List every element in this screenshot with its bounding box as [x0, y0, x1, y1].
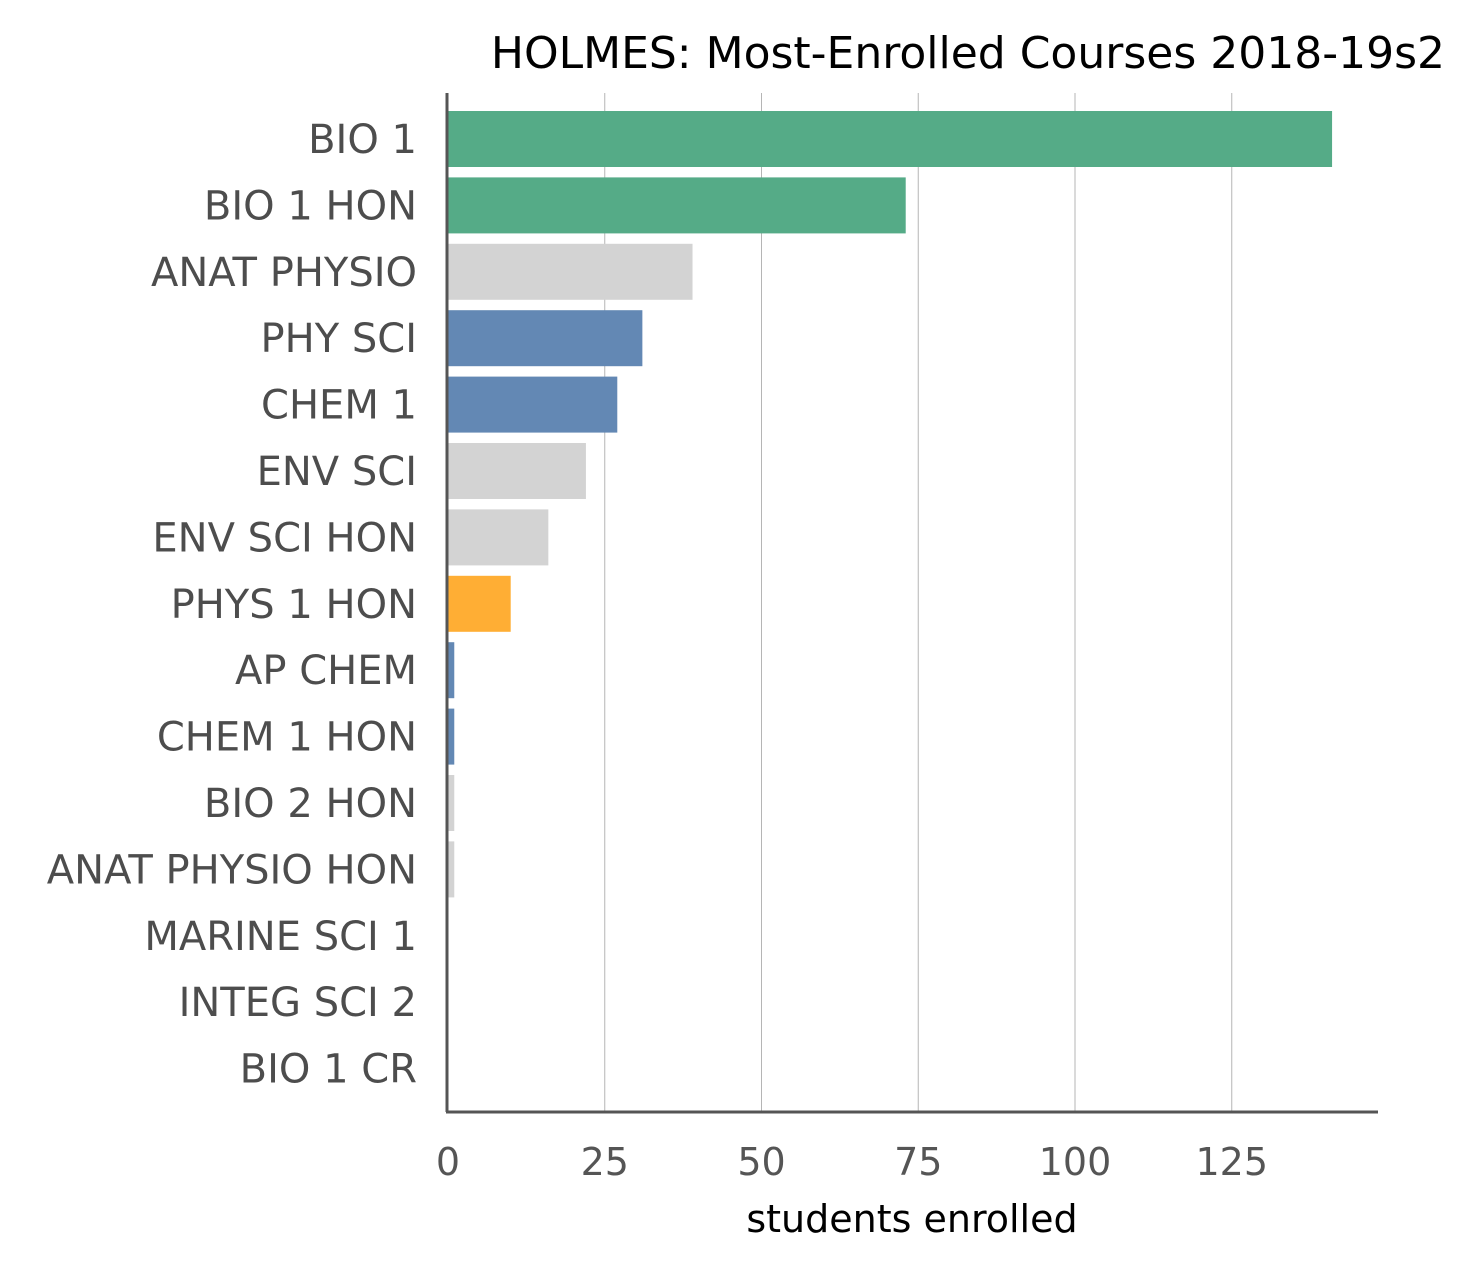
x-tick-label: 50 [737, 1140, 785, 1184]
bar-bio-1-hon [448, 177, 906, 234]
bar-anat-physio [448, 243, 693, 300]
bar-env-sci-hon [448, 509, 549, 566]
category-label: MARINE SCI 1 [144, 914, 417, 960]
bars [448, 111, 1333, 898]
bar-bio-1 [448, 111, 1333, 167]
category-label: BIO 1 [308, 117, 417, 163]
category-label: PHY SCI [261, 316, 417, 362]
x-tick-label: 75 [894, 1140, 942, 1184]
x-tick-label: 25 [581, 1140, 629, 1184]
category-label: INTEG SCI 2 [179, 980, 417, 1026]
category-labels: BIO 1 BIO 1 HON ANAT PHYSIO PHY SCI CHEM 1 EN… [47, 117, 417, 1093]
x-tick-label: 125 [1195, 1140, 1268, 1184]
category-label: CHEM 1 [261, 383, 417, 429]
bar-chem-1-hon [448, 708, 455, 765]
category-label: ENV SCI HON [152, 515, 417, 561]
category-label: PHYS 1 HON [171, 582, 417, 628]
bar-ap-chem [448, 642, 455, 699]
x-axis-title: students enrolled [746, 1197, 1077, 1241]
category-label: BIO 1 CR [240, 1047, 417, 1093]
category-label: ENV SCI [257, 449, 417, 495]
x-tick-labels: 0 25 50 75 100 125 [436, 1140, 1268, 1184]
bar-env-sci [448, 443, 586, 499]
chart-title: HOLMES: Most-Enrolled Courses 2018-19s2 [491, 28, 1445, 79]
category-label: ANAT PHYSIO [151, 250, 417, 296]
gridlines [604, 93, 1233, 1112]
bar-chem-1 [448, 376, 618, 433]
x-tick-label: 0 [436, 1140, 460, 1184]
category-label: BIO 2 HON [204, 781, 417, 827]
category-label: CHEM 1 HON [157, 715, 417, 761]
bar-phys-1-hon [448, 575, 511, 632]
bar-bio-2-hon [448, 775, 455, 831]
bar-phy-sci [448, 310, 643, 367]
x-tick-label: 100 [1039, 1140, 1112, 1184]
category-label: AP CHEM [235, 648, 417, 694]
category-label: BIO 1 HON [204, 183, 417, 229]
bar-anat-physio-hon [448, 841, 455, 898]
category-label: ANAT PHYSIO HON [47, 847, 417, 893]
